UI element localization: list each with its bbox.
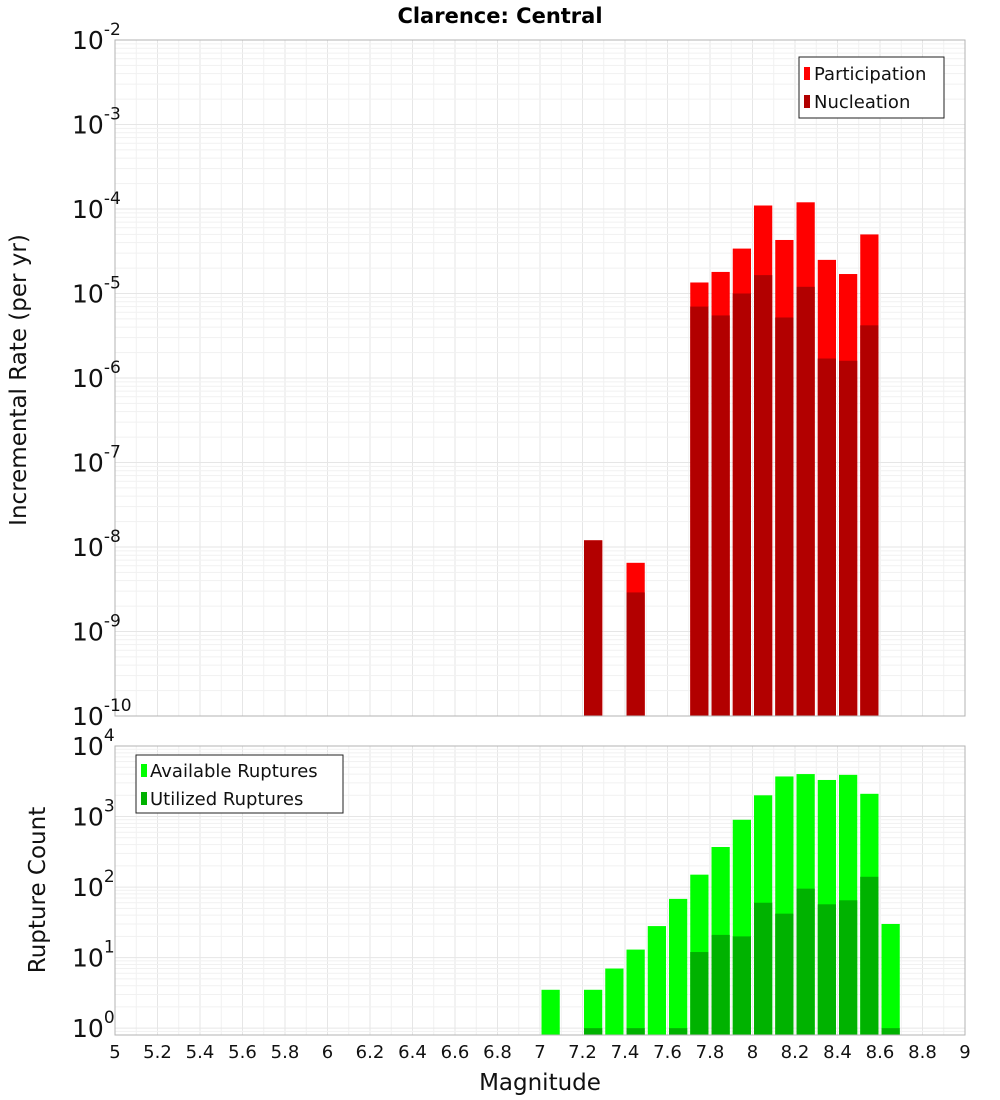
rate-bars bbox=[584, 202, 879, 717]
x-tick-label: 8.6 bbox=[866, 1042, 895, 1063]
rate-y-tick-label: 10-7 bbox=[72, 443, 121, 478]
x-tick-label: 6.4 bbox=[398, 1042, 427, 1063]
x-tick-label: 7.4 bbox=[611, 1042, 640, 1063]
count-bar-utilized bbox=[732, 936, 751, 1035]
x-tick-label: 5.8 bbox=[271, 1042, 300, 1063]
x-tick-label: 7.6 bbox=[653, 1042, 682, 1063]
rate-bar-nucleation bbox=[839, 360, 858, 716]
count-bar-utilized bbox=[860, 876, 879, 1035]
count-bar-utilized bbox=[881, 1028, 900, 1035]
nucleation-legend-label: Nucleation bbox=[814, 92, 910, 113]
x-tick-label: 6.8 bbox=[483, 1042, 512, 1063]
x-tick-label: 7.8 bbox=[696, 1042, 725, 1063]
count-bars bbox=[541, 774, 900, 1035]
count-y-tick-label: 103 bbox=[72, 797, 115, 832]
rate-legend: Participation Nucleation bbox=[798, 56, 945, 119]
count-legend-box bbox=[135, 754, 344, 814]
count-y-axis-label: Rupture Count bbox=[25, 807, 51, 973]
rate-grid bbox=[114, 39, 966, 717]
count-bar-available bbox=[881, 923, 900, 1035]
rate-y-tick-label: 10-9 bbox=[72, 612, 121, 647]
rate-panel: 10-10 10-9 10-8 10-7 10-6 10-5 10-4 10-3 10-2 In… bbox=[6, 20, 966, 731]
x-tick-label: 5 bbox=[109, 1042, 120, 1063]
count-panel: 100 101 102 103 104 5 5.2 5.4 5.6 5.8 6 6.2 6.4 6.6 6… bbox=[25, 726, 971, 1096]
rate-bar-nucleation bbox=[626, 592, 645, 716]
x-tick-label: 6.6 bbox=[441, 1042, 470, 1063]
count-bar-utilized bbox=[817, 904, 836, 1035]
x-tick-label: 9 bbox=[959, 1042, 970, 1063]
x-tick-label: 5.6 bbox=[228, 1042, 257, 1063]
available-legend-swatch bbox=[141, 764, 147, 777]
nucleation-legend-swatch bbox=[804, 95, 810, 108]
x-tick-label: 6 bbox=[322, 1042, 333, 1063]
participation-legend-swatch bbox=[804, 67, 810, 80]
count-y-tick-labels: 100 101 102 103 104 bbox=[72, 726, 115, 1043]
count-y-tick-label: 104 bbox=[72, 726, 115, 761]
participation-legend-label: Participation bbox=[814, 64, 926, 85]
count-bar-available bbox=[647, 926, 666, 1035]
rate-y-tick-label: 10-3 bbox=[72, 105, 121, 140]
available-legend-label: Available Ruptures bbox=[150, 761, 318, 782]
count-bar-available bbox=[626, 949, 645, 1035]
rate-bar-nucleation bbox=[817, 358, 836, 716]
x-tick-label: 8.4 bbox=[823, 1042, 852, 1063]
count-bar-utilized bbox=[839, 900, 858, 1035]
count-bar-available bbox=[584, 989, 603, 1035]
rate-bar-nucleation bbox=[584, 540, 603, 716]
x-tick-labels: 5 5.2 5.4 5.6 5.8 6 6.2 6.4 6.6 6.8 7 7.2 7.4 7.6 7.8 8… bbox=[109, 1042, 970, 1063]
rate-y-axis-label: Incremental Rate (per yr) bbox=[6, 234, 32, 526]
count-bar-utilized bbox=[690, 952, 709, 1035]
count-y-tick-label: 102 bbox=[72, 867, 115, 902]
count-bar-utilized bbox=[754, 902, 773, 1035]
count-bar-utilized bbox=[669, 1028, 688, 1035]
rate-bar-nucleation bbox=[796, 286, 815, 716]
rate-y-tick-label: 10-6 bbox=[72, 358, 121, 393]
count-bar-utilized bbox=[796, 888, 815, 1035]
x-tick-label: 5.2 bbox=[143, 1042, 172, 1063]
rate-y-tick-label: 10-10 bbox=[72, 696, 132, 731]
rate-plot-border bbox=[114, 39, 966, 717]
rate-legend-box bbox=[798, 56, 945, 119]
x-tick-label: 8.2 bbox=[781, 1042, 810, 1063]
rate-bar-nucleation bbox=[690, 306, 709, 716]
rate-bar-nucleation bbox=[860, 325, 879, 716]
utilized-legend-label: Utilized Ruptures bbox=[150, 789, 303, 810]
x-tick-label: 7.2 bbox=[568, 1042, 597, 1063]
count-legend: Available Ruptures Utilized Ruptures bbox=[135, 754, 344, 814]
x-axis-label: Magnitude bbox=[479, 1070, 601, 1096]
count-bar-utilized bbox=[711, 934, 730, 1035]
count-bar-utilized bbox=[626, 1028, 645, 1035]
x-tick-label: 8.8 bbox=[908, 1042, 937, 1063]
rate-bar-nucleation bbox=[732, 293, 751, 716]
rate-y-tick-label: 10-4 bbox=[72, 189, 121, 224]
count-plot-border bbox=[114, 745, 966, 1036]
utilized-legend-swatch bbox=[141, 792, 147, 805]
rate-bar-nucleation bbox=[775, 317, 794, 716]
rate-bar-nucleation bbox=[754, 275, 773, 716]
rate-y-tick-label: 10-8 bbox=[72, 527, 121, 562]
x-tick-label: 6.2 bbox=[356, 1042, 385, 1063]
count-bar-utilized bbox=[584, 1028, 603, 1035]
count-bar-available bbox=[669, 898, 688, 1035]
count-y-tick-label: 100 bbox=[72, 1008, 115, 1043]
x-tick-label: 5.4 bbox=[186, 1042, 215, 1063]
rate-y-tick-label: 10-5 bbox=[72, 274, 121, 309]
count-y-tick-label: 101 bbox=[72, 938, 115, 973]
rate-y-tick-label: 10-2 bbox=[72, 20, 121, 55]
count-bar-utilized bbox=[775, 913, 794, 1035]
count-bar-available bbox=[605, 968, 624, 1035]
x-tick-label: 7 bbox=[534, 1042, 545, 1063]
rate-bar-nucleation bbox=[711, 315, 730, 716]
rate-y-tick-labels: 10-10 10-9 10-8 10-7 10-6 10-5 10-4 10-3 10-2 bbox=[72, 20, 132, 731]
x-tick-label: 8 bbox=[747, 1042, 758, 1063]
chart-title: Clarence: Central bbox=[397, 4, 602, 28]
count-bar-available bbox=[541, 989, 560, 1035]
